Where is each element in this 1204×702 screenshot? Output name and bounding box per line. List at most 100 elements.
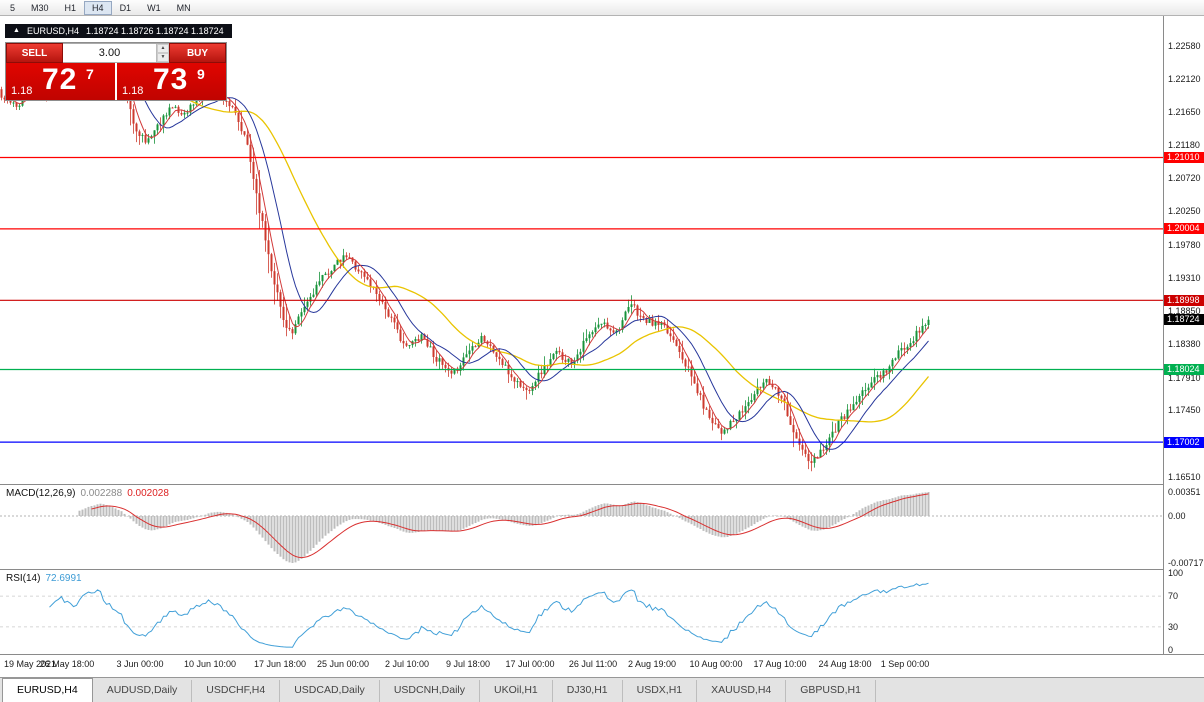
quote-ohlc: 1.18724 1.18726 1.18724 1.18724 bbox=[85, 26, 224, 36]
sell-price-prefix: 1.18 bbox=[11, 85, 33, 97]
time-axis-label: 3 Jun 00:00 bbox=[116, 659, 164, 669]
buy-price-prefix: 1.18 bbox=[122, 85, 144, 97]
time-axis-label: 25 Jun 00:00 bbox=[316, 659, 370, 669]
panel-divider[interactable] bbox=[0, 569, 1204, 570]
time-axis-label: 2 Aug 19:00 bbox=[627, 659, 677, 669]
price-axis-label: 1.20720 bbox=[1168, 173, 1201, 184]
level-price-tag: 1.18998 bbox=[1164, 294, 1204, 306]
sell-price-sup: 7 bbox=[86, 66, 94, 82]
rsi-axis-label: 0 bbox=[1168, 645, 1174, 655]
timeframe-button-h4[interactable]: H4 bbox=[84, 0, 112, 15]
level-price-tag: 1.20004 bbox=[1164, 223, 1204, 235]
chart-tab-eurusd-h4[interactable]: EURUSD,H4 bbox=[2, 678, 93, 702]
macd-main-value: 0.002288 bbox=[80, 488, 123, 499]
price-axis-label: 1.17450 bbox=[1168, 405, 1201, 416]
panel-divider[interactable] bbox=[0, 484, 1204, 485]
price-axis: 1.22580 1.22120 1.21650 1.21180 1.20720 1.202… bbox=[1163, 16, 1204, 655]
macd-signal-value: 0.002028 bbox=[127, 488, 169, 499]
chart-tab-xauusd-h4[interactable]: XAUUSD,H4 bbox=[697, 680, 787, 702]
chart-tab-audusd-daily[interactable]: AUDUSD,Daily bbox=[93, 680, 193, 702]
chart-tab-usdcnh-daily[interactable]: USDCNH,Daily bbox=[380, 680, 480, 702]
price-axis-label: 1.22120 bbox=[1168, 73, 1201, 84]
macd-label: MACD(12,26,9) 0.002288 0.002028 bbox=[6, 488, 169, 499]
rsi-line bbox=[49, 582, 929, 648]
time-axis: 19 May 2021 26 May 18:00 3 Jun 00:00 10 Jun… bbox=[0, 655, 1204, 677]
buy-price-sup: 9 bbox=[197, 66, 205, 82]
macd-axis-label: -0.00717 bbox=[1168, 558, 1204, 568]
timeframe-button-w1[interactable]: W1 bbox=[147, 2, 161, 13]
macd-name: MACD(12,26,9) bbox=[6, 488, 76, 499]
one-click-trading-panel: SELL 3.00 ▲ ▼ BUY 1.18 72 7 1.18 73 9 bbox=[5, 42, 227, 101]
ma-line-yellow bbox=[100, 75, 930, 423]
quote-bar: ▲ EURUSD,H4 1.18724 1.18726 1.18724 1.18… bbox=[5, 24, 232, 38]
rsi-axis-label: 100 bbox=[1168, 568, 1184, 578]
buy-button[interactable]: BUY bbox=[169, 43, 226, 63]
time-axis-label: 10 Aug 00:00 bbox=[689, 659, 743, 669]
rsi-axis-label: 70 bbox=[1168, 591, 1179, 602]
rsi-value: 72.6991 bbox=[45, 573, 82, 584]
volume-value[interactable]: 3.00 bbox=[98, 47, 121, 59]
price-axis-label: 1.19780 bbox=[1168, 239, 1201, 250]
price-chart[interactable] bbox=[0, 16, 1163, 484]
chart-tab-usdchf-h4[interactable]: USDCHF,H4 bbox=[192, 680, 281, 702]
chart-tab-gbpusd-h1[interactable]: GBPUSD,H1 bbox=[786, 680, 876, 702]
time-axis-label: 10 Jun 10:00 bbox=[183, 659, 237, 669]
panel-divider bbox=[0, 654, 1204, 655]
time-axis-label: 24 Aug 18:00 bbox=[818, 659, 872, 669]
ma-line-blue bbox=[37, 61, 929, 450]
buy-price-big: 73 bbox=[153, 63, 189, 96]
level-price-tag: 1.17002 bbox=[1164, 436, 1204, 448]
macd-histogram bbox=[78, 492, 930, 563]
chart-marker-icon: ▲ bbox=[13, 27, 20, 34]
time-axis-label: 26 Jul 11:00 bbox=[568, 659, 618, 669]
volume-up-button[interactable]: ▲ bbox=[157, 44, 169, 53]
macd-signal-line bbox=[91, 493, 929, 559]
rsi-name: RSI(14) bbox=[6, 573, 41, 584]
timeframe-button-5[interactable]: 5 bbox=[10, 2, 16, 13]
chart-tab-usdcad-daily[interactable]: USDCAD,Daily bbox=[280, 680, 380, 702]
time-axis-label: 9 Jul 18:00 bbox=[445, 659, 491, 669]
rsi-panel[interactable] bbox=[0, 570, 1163, 654]
current-price-tag: 1.18724 bbox=[1164, 314, 1204, 326]
macd-axis-label: 0.00351 bbox=[1168, 487, 1201, 497]
rsi-axis-label: 30 bbox=[1168, 621, 1179, 632]
time-axis-label: 17 Jun 18:00 bbox=[253, 659, 307, 669]
timeframe-button-h1[interactable]: H1 bbox=[64, 2, 77, 13]
time-axis-label: 17 Jul 00:00 bbox=[505, 659, 555, 669]
level-price-tag: 1.18024 bbox=[1164, 363, 1204, 375]
sell-price-big: 72 bbox=[42, 63, 78, 96]
price-axis-label: 1.17910 bbox=[1168, 372, 1201, 383]
ma-line-red bbox=[13, 54, 929, 459]
chart-tab-ukoil-h1[interactable]: UKOil,H1 bbox=[480, 680, 553, 702]
volume-down-button[interactable]: ▼ bbox=[157, 53, 169, 62]
macd-panel[interactable] bbox=[0, 485, 1163, 569]
chart-tabs-bar: EURUSD,H4 AUDUSD,Daily USDCHF,H4 USDCAD,Dai… bbox=[0, 677, 1204, 702]
time-axis-label: 19 May 2021 bbox=[4, 659, 57, 669]
price-axis-label: 1.18380 bbox=[1168, 339, 1201, 350]
time-axis-label: 1 Sep 00:00 bbox=[880, 659, 930, 669]
price-axis-label: 1.18850 bbox=[1168, 305, 1201, 316]
time-axis-label: 2 Jul 10:00 bbox=[384, 659, 430, 669]
time-axis-label: 26 May 18:00 bbox=[39, 659, 95, 669]
timeframe-button-mn[interactable]: MN bbox=[176, 2, 191, 13]
timeframe-bar: 5 M30 H1 H4 D1 W1 MN bbox=[0, 0, 1204, 16]
timeframe-button-d1[interactable]: D1 bbox=[119, 2, 132, 13]
sell-price-display[interactable]: 1.18 72 7 bbox=[6, 63, 115, 100]
rsi-label: RSI(14) 72.6991 bbox=[6, 573, 82, 584]
price-axis-label: 1.16510 bbox=[1168, 472, 1201, 482]
quote-symbol: EURUSD,H4 bbox=[26, 26, 79, 36]
level-price-tag: 1.21010 bbox=[1164, 151, 1204, 163]
price-axis-label: 1.21650 bbox=[1168, 107, 1201, 118]
chart-tab-dj30-h1[interactable]: DJ30,H1 bbox=[553, 680, 623, 702]
price-axis-label: 1.22580 bbox=[1168, 41, 1201, 51]
macd-axis-label: 0.00 bbox=[1168, 511, 1186, 521]
sell-button[interactable]: SELL bbox=[6, 43, 63, 63]
buy-price-display[interactable]: 1.18 73 9 bbox=[117, 63, 226, 100]
price-axis-label: 1.20250 bbox=[1168, 206, 1201, 217]
timeframe-button-m30[interactable]: M30 bbox=[31, 2, 49, 13]
chart-tab-usdx-h1[interactable]: USDX,H1 bbox=[623, 680, 698, 702]
volume-stepper[interactable]: 3.00 ▲ ▼ bbox=[63, 43, 169, 63]
time-axis-label: 17 Aug 10:00 bbox=[753, 659, 807, 669]
price-axis-label: 1.21180 bbox=[1168, 140, 1200, 151]
